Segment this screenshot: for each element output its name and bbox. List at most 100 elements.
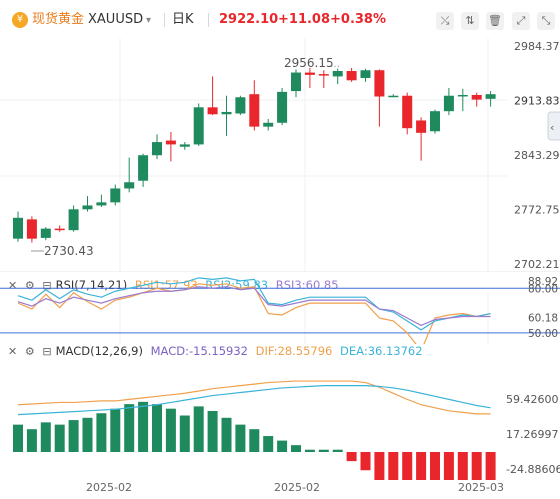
collapse-panel-tab[interactable]	[547, 111, 560, 141]
candle-body	[485, 94, 496, 99]
draw-tool-icon[interactable]: ⤯	[436, 12, 454, 30]
candle	[263, 118, 274, 131]
candle	[374, 69, 385, 127]
macd-histogram-bar	[13, 424, 23, 452]
close-icon[interactable]: ✕	[8, 279, 18, 292]
dea-value: DEA:36.13762	[340, 344, 423, 358]
macd-histogram-bar	[291, 445, 301, 452]
macd-histogram-bar	[26, 429, 37, 452]
symbol-name[interactable]: 现货黄金	[32, 12, 85, 27]
chevron-down-icon[interactable]: ▾	[146, 15, 152, 26]
macd-histogram-bar	[457, 452, 468, 480]
macd-histogram-bar	[346, 452, 357, 462]
candlestick-chart[interactable]: 2956.15 … 2730.43 2984.37 2913.83 2843.29 2…	[0, 38, 560, 272]
macd-chart[interactable]: 59.42600 17.26997 -24.88606	[0, 338, 560, 480]
candle	[82, 196, 93, 212]
candle	[471, 92, 482, 107]
chevron-left-icon: ‹	[550, 121, 554, 134]
candle	[110, 184, 121, 206]
macd-histogram-bar	[138, 401, 149, 452]
rsi-y-tick-label: 50.00	[528, 328, 558, 340]
macd-histogram-bar	[430, 452, 440, 480]
candle	[138, 153, 149, 187]
candle-body	[152, 142, 162, 156]
macd-histogram-bar	[40, 422, 51, 452]
candle-body	[416, 120, 427, 133]
y-tick-label: 2702.21	[514, 258, 560, 271]
candle	[277, 88, 288, 126]
macd-histogram-bar	[110, 408, 121, 452]
macd-histogram-bar	[318, 449, 329, 452]
macd-histogram-bar	[221, 417, 232, 452]
candle-body	[13, 217, 23, 239]
price-change-percent: +0.38%	[330, 12, 386, 27]
candle-body	[277, 91, 288, 123]
rsi-y-tick-label: 80.00	[528, 283, 558, 295]
candle	[13, 211, 23, 242]
gold-coin-icon: ¥	[12, 12, 28, 28]
settings-icon[interactable]: ⇅	[461, 12, 479, 30]
macd-histogram-bar	[96, 413, 107, 452]
macd-histogram-bar	[277, 440, 288, 452]
rsi1-line	[17, 283, 491, 344]
delete-icon[interactable]: 🗑	[486, 12, 504, 30]
period-selector[interactable]: 日K	[172, 12, 194, 27]
dif-line	[17, 380, 491, 415]
low-annotation: 2730.43	[44, 244, 94, 258]
x-label: 2025-03	[458, 481, 504, 494]
candle	[402, 92, 413, 135]
macd-histogram-bar	[388, 452, 399, 480]
candle-body	[235, 97, 246, 114]
candle	[54, 225, 65, 232]
settings-icon[interactable]: ⚙	[24, 279, 35, 292]
candle	[179, 142, 190, 150]
macd-histogram-bar	[82, 417, 93, 452]
candle-body	[26, 219, 37, 239]
candle	[221, 95, 232, 136]
macd-histogram-bar	[193, 406, 204, 452]
candle	[124, 157, 135, 193]
macd-histogram-bar	[471, 452, 482, 480]
close-icon[interactable]: ✕	[8, 345, 18, 358]
y-tick-label: 2984.37	[514, 40, 560, 53]
collapse-icon[interactable]: ⊟	[42, 345, 52, 358]
macd-histogram-bar	[235, 424, 246, 452]
high-annotation-dots: …	[330, 59, 340, 70]
candle-body	[82, 205, 93, 210]
y-tick-label: 2843.29	[514, 149, 560, 162]
candle	[207, 76, 218, 116]
candle-body	[332, 71, 343, 77]
candle	[235, 95, 246, 116]
candle	[416, 117, 427, 161]
rsi-y-tick-label: 88.92	[528, 276, 558, 288]
toolbar: ¥ 现货黄金 XAUUSD ▾ 日K 2922.10 +11.08 +0.38%…	[0, 0, 560, 40]
x-label: 2025-02	[274, 481, 320, 494]
macd-histogram-bar	[54, 424, 65, 452]
candle-body	[249, 94, 260, 127]
close-icon[interactable]: ⤡	[537, 12, 555, 30]
macd-header: ✕ ⚙ ⊟ MACD(12,26,9) MACD:-15.15932 DIF:28…	[8, 344, 427, 359]
x-axis: 2025-02 2025-02 2025-03	[86, 481, 504, 494]
high-annotation: 2956.15	[284, 56, 334, 70]
macd-histogram-bar	[443, 452, 454, 480]
macd-histogram-bar	[416, 452, 427, 480]
candle-body	[110, 188, 121, 203]
macd-y-tick-label: -24.88606	[506, 463, 560, 476]
macd-histogram-bar	[68, 420, 79, 452]
macd-histogram-bar	[179, 415, 190, 452]
y-tick-label: 2772.75	[514, 204, 560, 217]
expand-icon[interactable]: ⤢	[512, 12, 530, 30]
candle-body	[96, 202, 107, 206]
candle-body	[193, 107, 204, 145]
symbol-code[interactable]: XAUUSD	[88, 12, 144, 27]
candle	[96, 194, 107, 207]
candle	[193, 103, 204, 146]
candle-body	[374, 70, 385, 97]
macd-histogram-bar	[402, 452, 413, 480]
x-label: 2025-02	[86, 481, 132, 494]
candle-body	[318, 74, 329, 76]
collapse-icon[interactable]: ⊟	[42, 279, 52, 292]
settings-icon[interactable]: ⚙	[24, 345, 35, 358]
candle	[485, 91, 496, 107]
